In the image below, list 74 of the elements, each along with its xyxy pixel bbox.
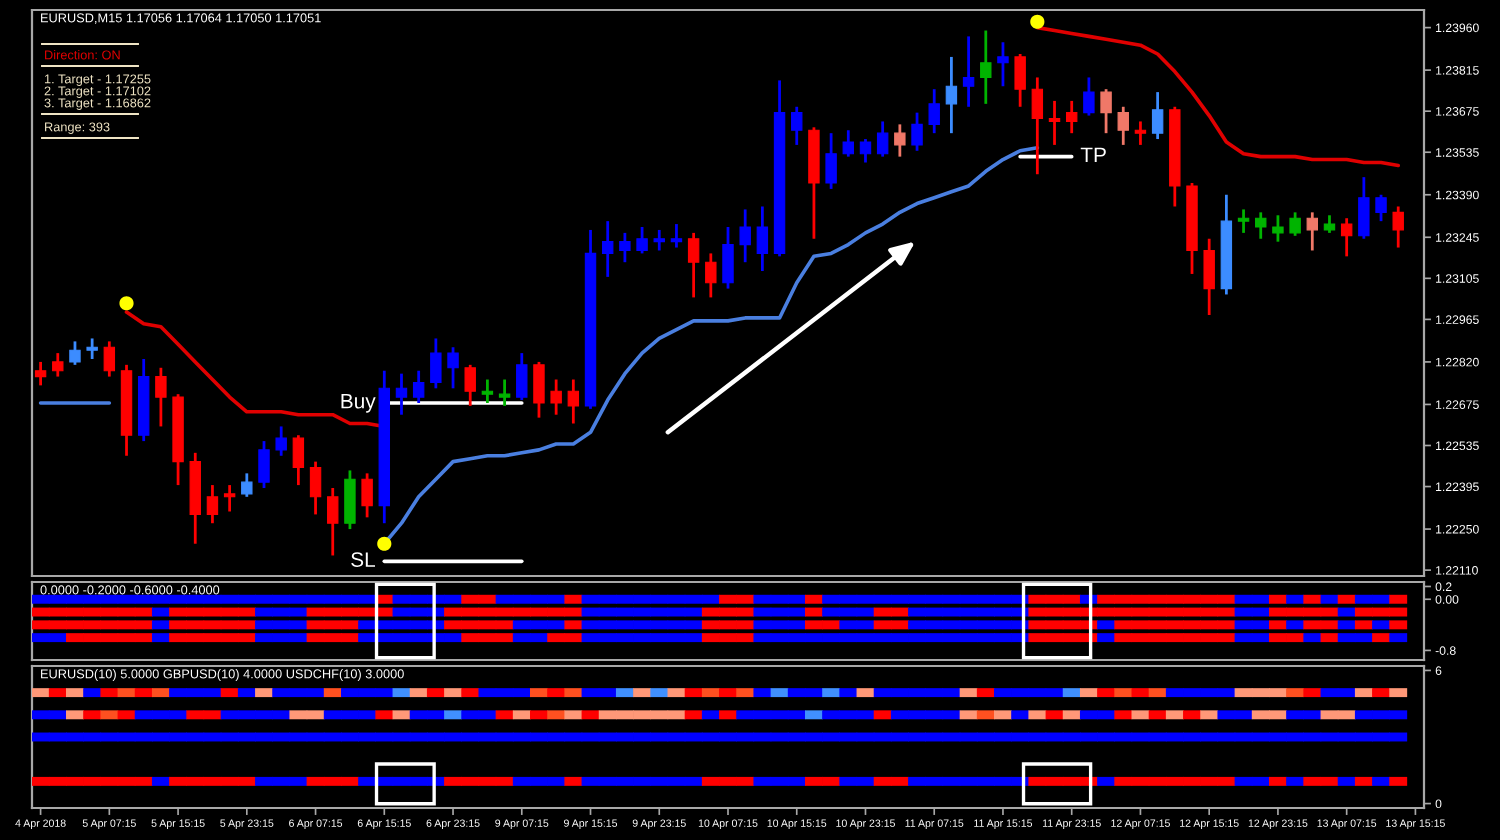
candlestick xyxy=(361,471,373,519)
series-label: TP xyxy=(1080,147,1106,163)
candlestick xyxy=(1237,208,1250,235)
candlestick xyxy=(344,469,356,531)
candlestick xyxy=(533,360,545,420)
candlestick xyxy=(1083,76,1095,117)
candlestick xyxy=(962,35,975,109)
candlestick xyxy=(86,337,98,361)
candlestick xyxy=(1392,205,1404,249)
candlestick xyxy=(516,351,528,402)
point xyxy=(1030,14,1045,29)
candlestick xyxy=(292,433,305,487)
candlestick xyxy=(223,483,236,513)
candlestick xyxy=(430,337,442,390)
candlestick xyxy=(567,378,580,425)
candlestick xyxy=(1134,120,1147,147)
candlestick xyxy=(52,351,64,378)
candlestick xyxy=(653,228,665,252)
candlestick xyxy=(1048,99,1061,147)
candlestick xyxy=(464,363,476,408)
candlestick xyxy=(980,29,992,106)
candlestick xyxy=(601,219,614,279)
candlestick xyxy=(258,439,270,490)
candlestick xyxy=(1203,237,1215,317)
candlestick xyxy=(1014,52,1026,109)
candlestick xyxy=(309,460,322,516)
candlestick xyxy=(155,366,167,428)
point xyxy=(119,296,134,311)
candlestick xyxy=(722,225,734,290)
candlestick xyxy=(241,471,253,499)
candlestick xyxy=(791,105,803,147)
candlestick xyxy=(636,225,648,255)
candlestick xyxy=(739,208,751,264)
candlestick xyxy=(928,87,940,135)
candlestick xyxy=(395,372,408,417)
candlestick xyxy=(705,252,717,299)
candlestick xyxy=(447,345,459,390)
candlestick xyxy=(842,128,855,159)
series-label: Buy xyxy=(341,394,376,413)
candlestick xyxy=(1100,87,1112,135)
candlestick xyxy=(275,425,287,458)
candlestick xyxy=(498,378,511,408)
candlestick xyxy=(206,483,219,525)
candlestick xyxy=(1065,99,1078,135)
candlestick xyxy=(670,222,683,249)
point xyxy=(377,536,392,551)
candlestick xyxy=(1306,210,1319,252)
candlestick xyxy=(945,55,958,135)
candlestick xyxy=(1272,213,1284,244)
series-label: SL xyxy=(351,552,376,567)
candlestick xyxy=(997,40,1009,88)
candlestick xyxy=(550,378,562,417)
candlestick xyxy=(894,122,906,159)
candlestick xyxy=(1255,210,1267,241)
candlestick xyxy=(1375,193,1387,223)
candlestick xyxy=(481,378,494,405)
candlestick xyxy=(69,340,81,367)
candlestick xyxy=(34,360,47,387)
candlestick xyxy=(859,137,872,164)
candlestick xyxy=(103,340,116,378)
candlestick xyxy=(1151,90,1164,141)
candlestick xyxy=(1340,216,1353,258)
candlestick xyxy=(1289,210,1301,238)
candlestick xyxy=(825,131,837,191)
candlestick xyxy=(1031,76,1044,176)
candlestick xyxy=(911,111,923,153)
candlestick xyxy=(1358,175,1370,241)
candlestick xyxy=(756,205,769,273)
candlestick xyxy=(619,231,631,264)
candlestick xyxy=(1117,105,1129,147)
candlestick xyxy=(687,231,700,299)
candlestick xyxy=(327,486,339,557)
candlestick xyxy=(876,120,889,159)
candlestick xyxy=(412,369,425,405)
